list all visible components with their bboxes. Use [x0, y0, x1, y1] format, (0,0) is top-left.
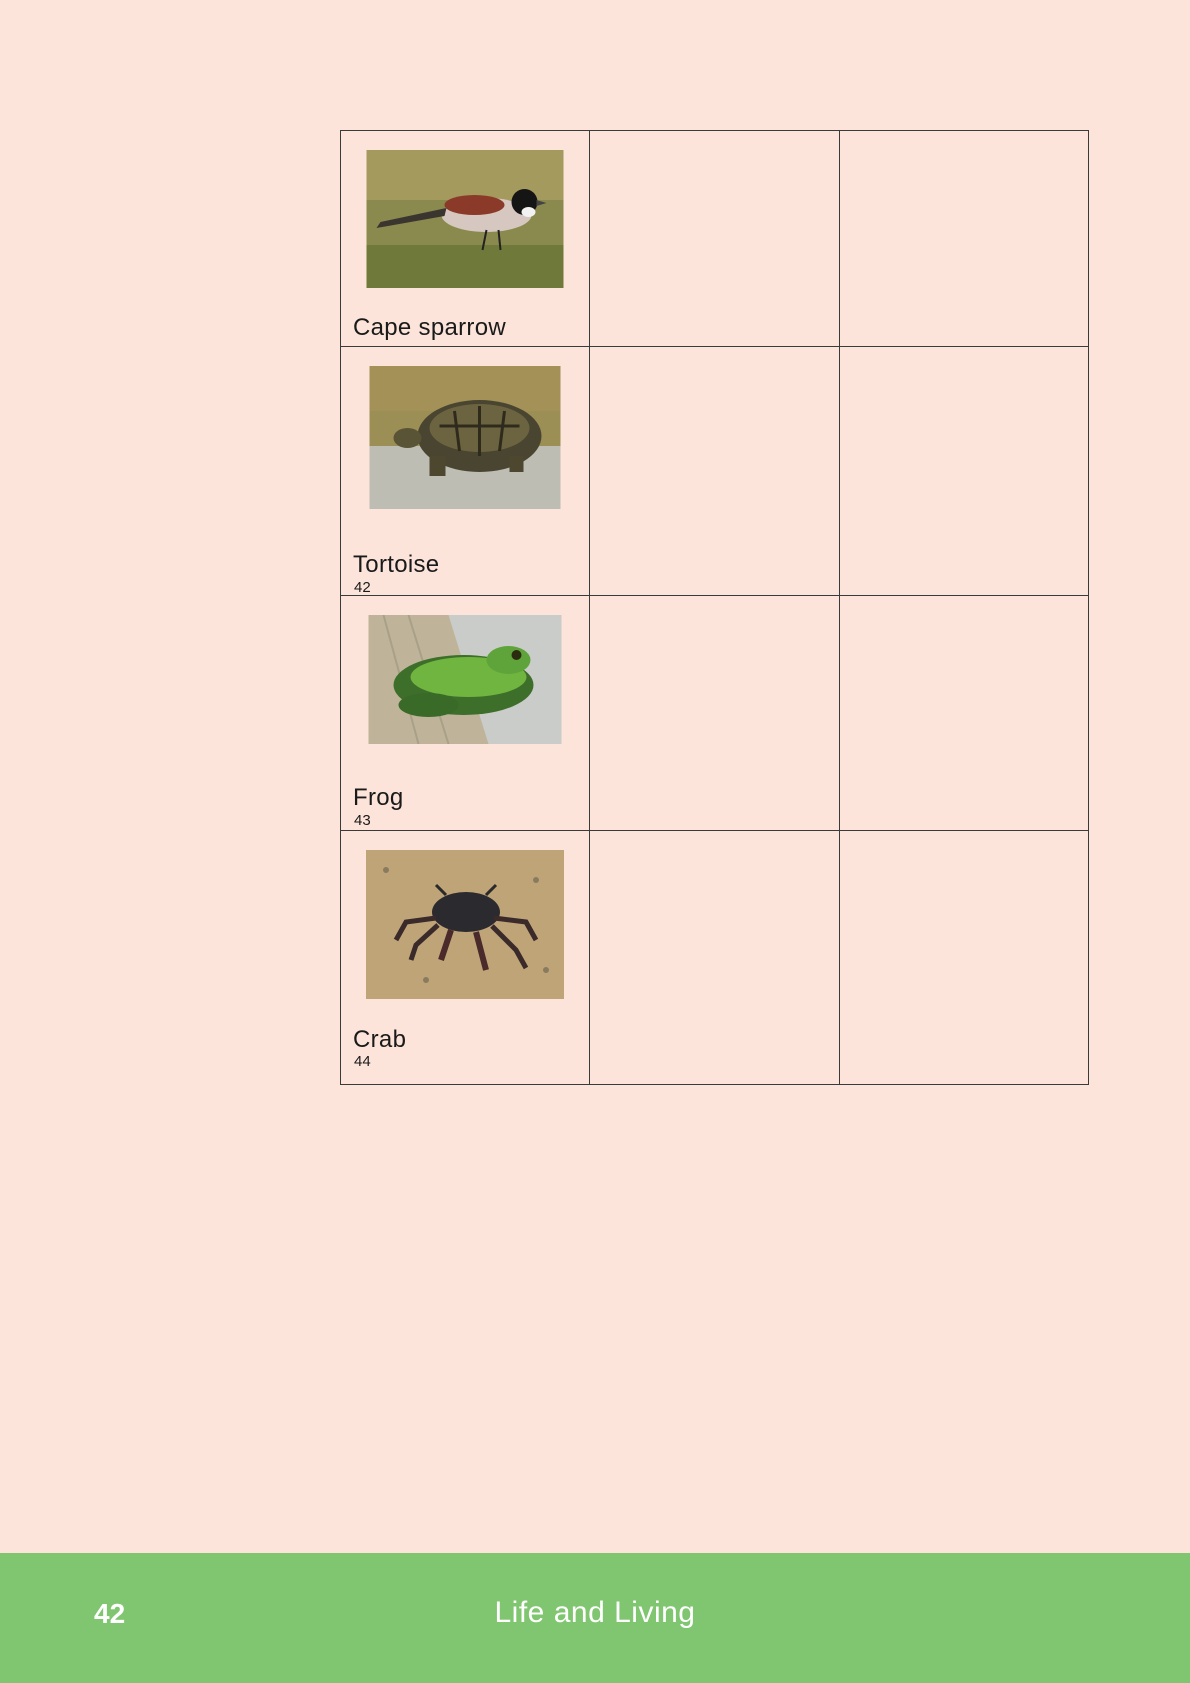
- footer-title: Life and Living: [494, 1596, 696, 1629]
- page-number: 42: [94, 1598, 126, 1629]
- blank-cell[interactable]: [838, 346, 1090, 596]
- animal-cell-cape-sparrow: Cape sparrow: [339, 130, 591, 347]
- table-row: Crab 44: [339, 830, 1090, 1085]
- animal-cell-tortoise: Tortoise 42: [339, 346, 591, 596]
- frog-photo: [368, 615, 562, 744]
- tortoise-photo: [369, 366, 561, 509]
- crab-photo: [366, 850, 565, 999]
- blank-cell[interactable]: [589, 346, 840, 596]
- footer-bar: 42 Life and Living: [0, 1553, 1190, 1683]
- blank-cell[interactable]: [838, 830, 1090, 1085]
- blank-cell[interactable]: [838, 595, 1090, 831]
- animal-table: Cape sparrow: [339, 130, 1090, 1085]
- animal-name: Cape sparrow: [353, 314, 507, 341]
- cape-sparrow-photo: [366, 150, 564, 288]
- table-row: Tortoise 42: [339, 346, 1090, 596]
- blank-cell[interactable]: [589, 130, 840, 347]
- animal-cell-crab: Crab 44: [339, 830, 591, 1085]
- blank-cell[interactable]: [838, 130, 1090, 347]
- animal-cell-frog: Frog 43: [339, 595, 591, 831]
- animal-name: Tortoise: [353, 551, 440, 578]
- blank-cell[interactable]: [589, 830, 840, 1085]
- table-row: Cape sparrow: [339, 130, 1090, 347]
- animal-name: Frog: [353, 784, 404, 811]
- animal-name: Crab: [353, 1026, 407, 1053]
- animal-number: 42: [354, 579, 371, 596]
- table-row: Frog 43: [339, 595, 1090, 831]
- blank-cell[interactable]: [589, 595, 840, 831]
- animal-number: 44: [354, 1053, 371, 1070]
- animal-number: 43: [354, 812, 371, 829]
